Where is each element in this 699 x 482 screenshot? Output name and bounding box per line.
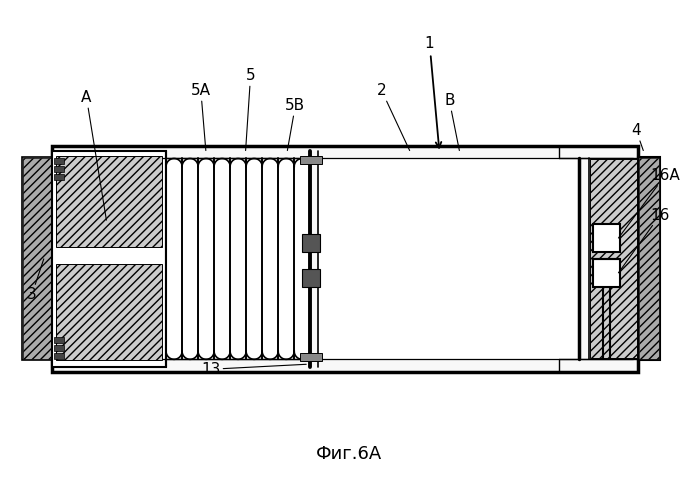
- Bar: [302, 234, 320, 252]
- Bar: [590, 160, 637, 358]
- Bar: [638, 158, 660, 361]
- Bar: [23, 159, 52, 359]
- Bar: [52, 150, 166, 367]
- Text: 2: 2: [377, 83, 410, 150]
- Bar: [54, 337, 64, 343]
- Bar: [640, 159, 659, 359]
- Text: 3: 3: [27, 259, 44, 302]
- Text: 5: 5: [245, 68, 255, 150]
- Bar: [318, 159, 579, 359]
- Text: 5B: 5B: [285, 98, 305, 150]
- Bar: [22, 158, 54, 361]
- Bar: [54, 346, 64, 351]
- Bar: [54, 353, 64, 359]
- Text: B: B: [444, 94, 459, 150]
- Bar: [302, 269, 320, 287]
- Bar: [301, 157, 322, 164]
- Bar: [54, 159, 64, 164]
- Text: 16A: 16A: [619, 168, 680, 238]
- Bar: [54, 166, 64, 173]
- Bar: [593, 259, 621, 287]
- Bar: [54, 174, 64, 180]
- Text: 13: 13: [201, 362, 306, 377]
- Text: 4: 4: [631, 123, 643, 150]
- Text: 5A: 5A: [191, 83, 211, 150]
- Bar: [56, 264, 162, 361]
- Bar: [56, 157, 162, 247]
- Bar: [52, 146, 638, 372]
- Bar: [166, 159, 310, 359]
- Text: A: A: [81, 90, 106, 220]
- Text: Фиг.6А: Фиг.6А: [316, 445, 382, 463]
- Text: 1: 1: [425, 36, 441, 148]
- Bar: [593, 224, 621, 252]
- Bar: [301, 353, 322, 362]
- Text: 16: 16: [619, 208, 670, 273]
